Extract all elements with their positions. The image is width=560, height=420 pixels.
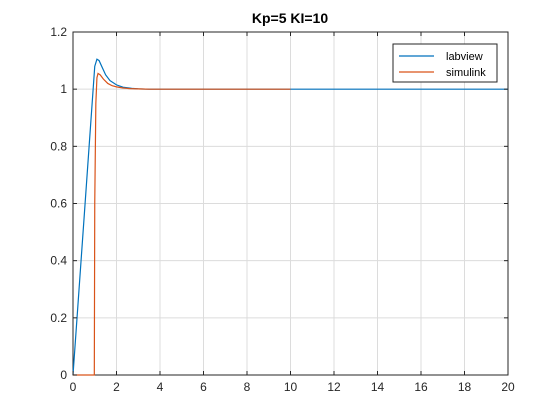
- legend-box: [392, 43, 498, 83]
- y-tick-label: 0.2: [50, 311, 67, 325]
- x-tick-label: 18: [458, 380, 472, 394]
- legend-label-labview: labview: [446, 51, 483, 63]
- legend: labview simulink: [392, 43, 498, 83]
- x-tick-label: 16: [414, 380, 428, 394]
- x-tick-label: 8: [244, 380, 251, 394]
- x-tick-label: 2: [113, 380, 120, 394]
- chart-title: Kp=5 KI=10: [252, 10, 328, 26]
- x-tick-label: 20: [501, 380, 515, 394]
- y-tick-label: 1: [60, 82, 67, 96]
- tick-labels: 0 2 4 6 8 10 12 14 16 18 20 0 0.2 0.4 0.6 0.8 1 1.2: [50, 25, 515, 394]
- x-tick-label: 4: [157, 380, 164, 394]
- x-tick-label: 10: [284, 380, 298, 394]
- x-tick-label: 0: [70, 380, 77, 394]
- x-tick-label: 14: [371, 380, 385, 394]
- y-tick-label: 0.8: [50, 139, 67, 153]
- y-tick-label: 0.4: [50, 254, 67, 268]
- y-tick-label: 1.2: [50, 25, 67, 39]
- series-lines: [72, 58, 508, 376]
- legend-label-simulink: simulink: [446, 67, 486, 79]
- y-tick-label: 0: [60, 368, 67, 382]
- y-tick-label: 0.6: [50, 197, 67, 211]
- x-tick-label: 12: [327, 380, 341, 394]
- x-tick-label: 6: [200, 380, 207, 394]
- series-line-simulink: [73, 72, 291, 376]
